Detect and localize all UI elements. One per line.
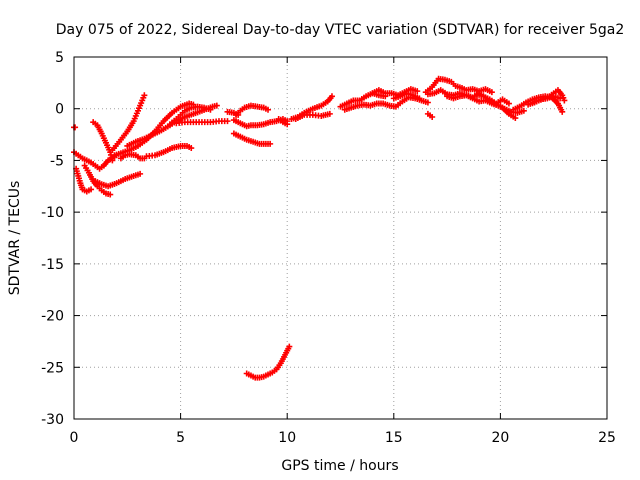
data-point xyxy=(416,95,423,102)
x-axis-label: GPS time / hours xyxy=(281,458,398,474)
series-track-33 xyxy=(510,93,566,115)
series-track-23 xyxy=(341,94,431,113)
series-track-26 xyxy=(422,75,495,96)
series-track-13 xyxy=(173,118,231,127)
series-track-21 xyxy=(288,93,335,123)
data-point xyxy=(505,100,512,107)
data-point xyxy=(224,118,231,125)
x-tick-label: 10 xyxy=(278,430,296,446)
data-point xyxy=(559,108,566,115)
y-tick-label: -25 xyxy=(41,360,64,376)
data-point xyxy=(267,140,274,147)
plot-border xyxy=(73,56,608,420)
data-point xyxy=(424,99,431,106)
series-track-2 xyxy=(73,165,95,195)
x-tick-label: 25 xyxy=(598,430,616,446)
series-track-28 xyxy=(424,110,436,120)
data-point xyxy=(137,170,144,177)
series-track-18 xyxy=(243,343,293,381)
data-point xyxy=(284,121,291,128)
series-track-10 xyxy=(143,142,195,160)
x-tick-label: 20 xyxy=(491,430,509,446)
data-point xyxy=(561,97,568,104)
chart-title: Day 075 of 2022, Sidereal Day-to-day VTE… xyxy=(56,22,625,38)
data-point xyxy=(141,92,148,99)
data-point xyxy=(414,88,421,95)
data-point xyxy=(326,110,333,117)
y-tick-label: -10 xyxy=(41,205,64,221)
series-track-4 xyxy=(92,170,144,190)
data-point xyxy=(213,102,220,109)
x-tick-label: 0 xyxy=(70,430,79,446)
y-tick-label: 0 xyxy=(55,102,64,118)
data-point xyxy=(286,343,293,350)
y-tick-label: -5 xyxy=(50,153,64,169)
axis-ticks: 0 5 10 15 20 25 5 0 -5 -10 -15 -20 -25 -30 xyxy=(41,50,616,446)
data-point xyxy=(328,93,335,100)
series-track-12 xyxy=(166,103,214,128)
data-point xyxy=(72,124,79,131)
data-point xyxy=(265,106,272,113)
y-tick-label: -20 xyxy=(41,309,64,325)
series-track-25 xyxy=(390,90,423,102)
data-point xyxy=(512,115,519,122)
y-tick-label: 5 xyxy=(55,50,64,66)
x-tick-label: 5 xyxy=(176,430,185,446)
series-track-3 xyxy=(81,162,114,198)
data-point xyxy=(429,113,436,120)
data-point xyxy=(488,89,495,96)
series-track-17 xyxy=(230,130,274,147)
data-point xyxy=(88,186,95,193)
data-point xyxy=(520,107,527,114)
series-track-16 xyxy=(224,108,242,118)
data-point xyxy=(207,106,214,113)
series-track-7 xyxy=(109,92,148,154)
data-point xyxy=(235,111,242,118)
y-tick-label: -30 xyxy=(41,412,64,428)
y-axis-label: SDTVAR / TECUs xyxy=(7,181,23,296)
series-track-19 xyxy=(275,116,291,128)
data-point xyxy=(188,145,195,152)
series-track-30 xyxy=(473,91,519,122)
y-tick-label: -15 xyxy=(41,257,64,273)
data-point xyxy=(107,191,114,198)
x-tick-label: 15 xyxy=(385,430,403,446)
data-point xyxy=(109,157,116,164)
plot-area xyxy=(71,75,568,381)
